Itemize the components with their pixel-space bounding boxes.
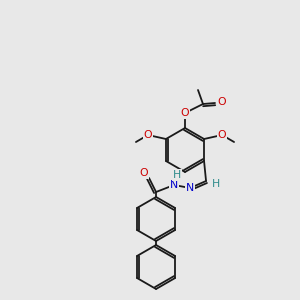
Text: O: O bbox=[144, 130, 152, 140]
Text: O: O bbox=[140, 168, 148, 178]
Text: H: H bbox=[173, 170, 181, 180]
Text: O: O bbox=[218, 130, 226, 140]
Text: O: O bbox=[181, 108, 189, 118]
Text: H: H bbox=[212, 179, 220, 189]
Text: O: O bbox=[218, 97, 226, 107]
Text: N: N bbox=[170, 180, 178, 190]
Text: N: N bbox=[186, 183, 194, 193]
